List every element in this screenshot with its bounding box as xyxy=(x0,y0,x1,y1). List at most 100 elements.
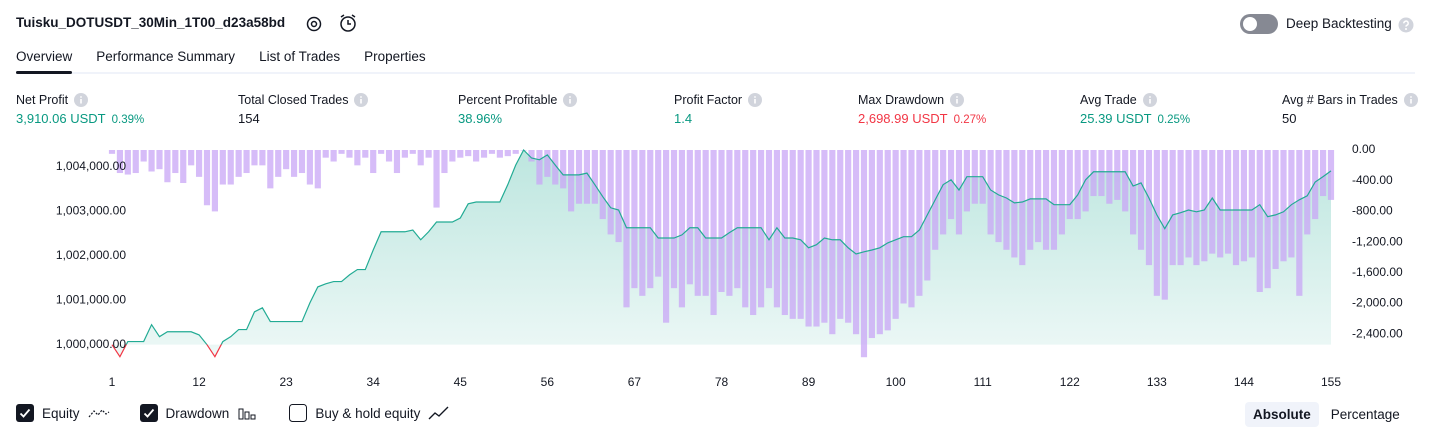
deep-backtesting-toggle[interactable] xyxy=(1240,14,1278,34)
drawdown-bar xyxy=(449,150,456,162)
legend-item[interactable]: Buy & hold equity xyxy=(289,404,450,422)
tab[interactable]: List of Trades xyxy=(259,49,341,64)
drawdown-bar xyxy=(765,150,773,289)
drawdown-bar xyxy=(346,150,353,158)
checkbox[interactable] xyxy=(289,404,308,422)
metric-percent: 0.39% xyxy=(111,114,145,126)
legend-item[interactable]: Drawdown xyxy=(139,404,260,422)
drawdown-bar xyxy=(1027,150,1034,250)
drawdown-bar xyxy=(1114,150,1121,200)
legend-item[interactable]: Equity xyxy=(16,404,110,422)
metric-label-row: Avg # Bars in Trades xyxy=(1282,93,1418,107)
drawdown-bar xyxy=(837,150,844,319)
metric-percent: 0.27% xyxy=(953,114,987,126)
x-tick-label: 23 xyxy=(279,375,293,389)
drawdown-bar xyxy=(148,150,155,172)
drawdown-bar xyxy=(441,150,448,174)
drawdown-bar xyxy=(314,150,321,189)
x-tick-label: 78 xyxy=(715,375,729,389)
info-icon[interactable] xyxy=(354,93,369,107)
info-icon[interactable] xyxy=(1403,93,1418,107)
y2-tick-label: 0.00 xyxy=(1352,142,1376,156)
metric-value-row: 154 xyxy=(238,111,368,126)
drawdown-bar xyxy=(203,150,211,206)
drawdown-bar xyxy=(552,150,559,185)
drawdown-bar xyxy=(338,150,345,154)
drawdown-bar xyxy=(528,150,535,162)
info-icon[interactable] xyxy=(1142,93,1157,107)
strategy-title: Tuisku_DOTUSDT_30Min_1T00_d23a58bd xyxy=(16,15,286,30)
tab-bar: Overview Performance Summary List of Trade… xyxy=(16,49,426,64)
drawdown-bar xyxy=(797,150,804,319)
metric: Net Profit 3,910.06 USDT 0.39% xyxy=(16,93,144,126)
drawdown-bar xyxy=(1169,150,1176,266)
x-tick-label: 144 xyxy=(1234,375,1254,389)
tab[interactable]: Properties xyxy=(364,49,426,64)
drawdown-bar xyxy=(354,150,361,166)
drawdown-bar xyxy=(963,150,970,212)
metric-label: Profit Factor xyxy=(674,93,743,107)
help-icon[interactable] xyxy=(1398,17,1414,33)
checkbox[interactable] xyxy=(139,404,158,422)
info-icon[interactable] xyxy=(950,93,965,107)
x-tick-label: 34 xyxy=(367,375,381,389)
settings-icon[interactable] xyxy=(304,14,324,34)
legend: Equity Drawdown Buy & hold equity xyxy=(16,404,450,422)
metric: Percent Profitable 38.96% xyxy=(458,93,578,126)
alert-icon[interactable] xyxy=(338,13,358,35)
drawdown-bar xyxy=(132,150,139,174)
bar-layer xyxy=(108,150,1335,358)
metric-label: Max Drawdown xyxy=(858,93,945,107)
metric-label: Net Profit xyxy=(16,93,69,107)
drawdown-bar xyxy=(417,150,424,166)
metric-value-row: 1.4 xyxy=(674,111,762,126)
drawdown-bar xyxy=(1122,150,1129,212)
drawdown-bar xyxy=(987,150,994,235)
info-icon[interactable] xyxy=(748,93,763,107)
drawdown-bar xyxy=(512,150,519,154)
info-icon[interactable] xyxy=(563,93,578,107)
drawdown-bar xyxy=(575,150,583,204)
drawdown-bar xyxy=(1050,150,1058,250)
drawdown-bar xyxy=(108,150,116,154)
drawdown-bar xyxy=(322,150,329,158)
checkbox[interactable] xyxy=(16,404,34,422)
view-button[interactable]: Absolute xyxy=(1245,402,1319,427)
y2-tick-label: -1,600.00 xyxy=(1352,265,1403,279)
metric-percent: 0.25% xyxy=(1157,114,1191,126)
metric-label-row: Percent Profitable xyxy=(458,93,578,107)
drawdown-bar xyxy=(623,150,630,308)
drawdown-bar xyxy=(156,150,163,170)
drawdown-bar xyxy=(180,150,187,184)
drawdown-bar xyxy=(1042,150,1050,250)
y2-tick-label: -2,000.00 xyxy=(1352,296,1403,310)
drawdown-bar xyxy=(1003,150,1010,250)
drawdown-bar xyxy=(259,150,266,166)
x-tick-label: 45 xyxy=(454,375,468,389)
drawdown-bar xyxy=(1177,150,1184,266)
drawdown-bar xyxy=(655,150,662,277)
drawdown-bar xyxy=(789,150,796,319)
drawdown-bar xyxy=(251,150,258,166)
metric-label: Percent Profitable xyxy=(458,93,558,107)
drawdown-bar xyxy=(164,150,171,183)
view-button[interactable]: Percentage xyxy=(1330,407,1400,422)
metric-value-row: 38.96% xyxy=(458,111,577,126)
drawdown-bar xyxy=(1098,150,1105,197)
y2-tick-label: -2,400.00 xyxy=(1352,326,1403,340)
drawdown-bar xyxy=(1074,150,1081,220)
drawdown-bar xyxy=(219,150,226,185)
info-icon[interactable] xyxy=(74,93,89,107)
tab[interactable]: Performance Summary xyxy=(96,49,236,64)
tab[interactable]: Overview xyxy=(16,49,73,64)
drawdown-bar xyxy=(1137,150,1145,250)
drawdown-bar xyxy=(940,150,947,235)
drawdown-bar xyxy=(1264,150,1271,289)
drawdown-bar xyxy=(750,150,757,316)
y-tick-label: 1,002,000.00 xyxy=(56,248,126,262)
drawdown-bar xyxy=(647,150,654,289)
legend-icon xyxy=(238,408,256,420)
drawdown-bar xyxy=(1319,150,1327,197)
active-tab-indicator xyxy=(16,71,72,74)
